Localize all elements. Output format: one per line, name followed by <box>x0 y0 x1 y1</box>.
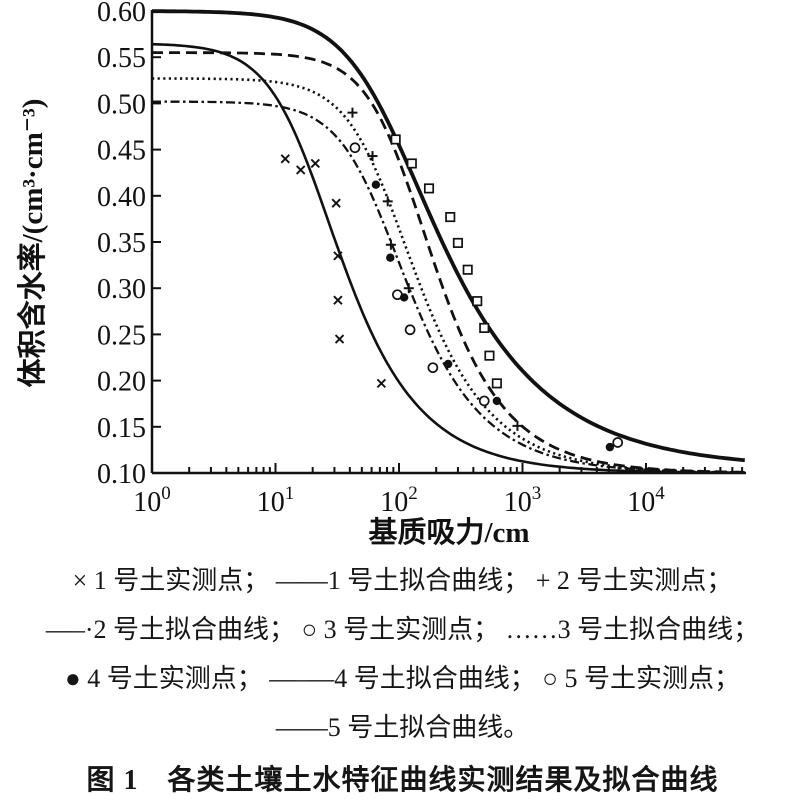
curve-1号土拟合曲线 <box>151 42 745 474</box>
figure-caption: 图 1 各类土壤土水特征曲线实测结果及拟合曲线 <box>86 765 719 796</box>
svg-text:0.15: 0.15 <box>97 413 146 444</box>
points-5号土实测点 <box>390 134 502 389</box>
curve-2号土拟合曲线 <box>152 51 745 474</box>
fitted-curves <box>151 9 745 474</box>
curve-4号土拟合曲线 <box>152 100 745 474</box>
svg-text:0.45: 0.45 <box>97 136 146 167</box>
svg-text:0.10: 0.10 <box>97 459 146 490</box>
svg-text:104: 104 <box>627 483 665 518</box>
x-axis-ticks: 100 101 102 103 104 <box>133 463 744 518</box>
svg-text:0.60: 0.60 <box>97 0 146 28</box>
svg-text:0.50: 0.50 <box>97 89 146 120</box>
legend-line-3: ● 4 号土实测点； —–—4 号土拟合曲线； ○ 5 号土实测点； <box>65 664 740 693</box>
measured-points <box>280 107 624 452</box>
chart-legend: × 1 号土实测点； ——1 号土拟合曲线； + 2 号土实测点； —–·2 号… <box>0 556 805 752</box>
swcc-chart: 0.10 0.15 0.20 0.25 0.30 0.35 0.40 0.45 0.50 0.55… <box>15 0 746 549</box>
points-2号土实测点 <box>347 107 523 431</box>
svg-text:0.30: 0.30 <box>97 274 146 305</box>
legend-line-1: × 1 号土实测点； ——1 号土拟合曲线； + 2 号土实测点； <box>72 566 733 595</box>
svg-text:0.25: 0.25 <box>97 320 146 351</box>
svg-text:0.55: 0.55 <box>97 43 146 74</box>
svg-text:100: 100 <box>133 483 171 518</box>
svg-text:0.35: 0.35 <box>97 228 146 259</box>
legend-line-4: ——5 号土拟合曲线。 <box>275 713 530 742</box>
svg-text:0.20: 0.20 <box>97 367 146 398</box>
svg-text:0.40: 0.40 <box>97 182 146 213</box>
points-1号土实测点 <box>280 154 387 389</box>
y-axis-label: 体积含水率/(cm³·cm⁻³) <box>15 99 49 388</box>
points-4号土实测点 <box>371 180 615 452</box>
svg-text:101: 101 <box>257 483 295 518</box>
points-3号土实测点 <box>349 142 624 448</box>
curve-3号土拟合曲线 <box>152 77 745 474</box>
y-axis-ticks: 0.10 0.15 0.20 0.25 0.30 0.35 0.40 0.45 0.50 0.55… <box>97 0 161 490</box>
curve-5号土拟合曲线 <box>152 9 745 463</box>
svg-text:102: 102 <box>380 483 418 518</box>
svg-text:103: 103 <box>504 483 542 518</box>
legend-line-2: —–·2 号土拟合曲线； ○ 3 号土实测点； ……3 号土拟合曲线； <box>45 615 760 644</box>
x-axis-label: 基质吸力/cm <box>368 516 529 549</box>
